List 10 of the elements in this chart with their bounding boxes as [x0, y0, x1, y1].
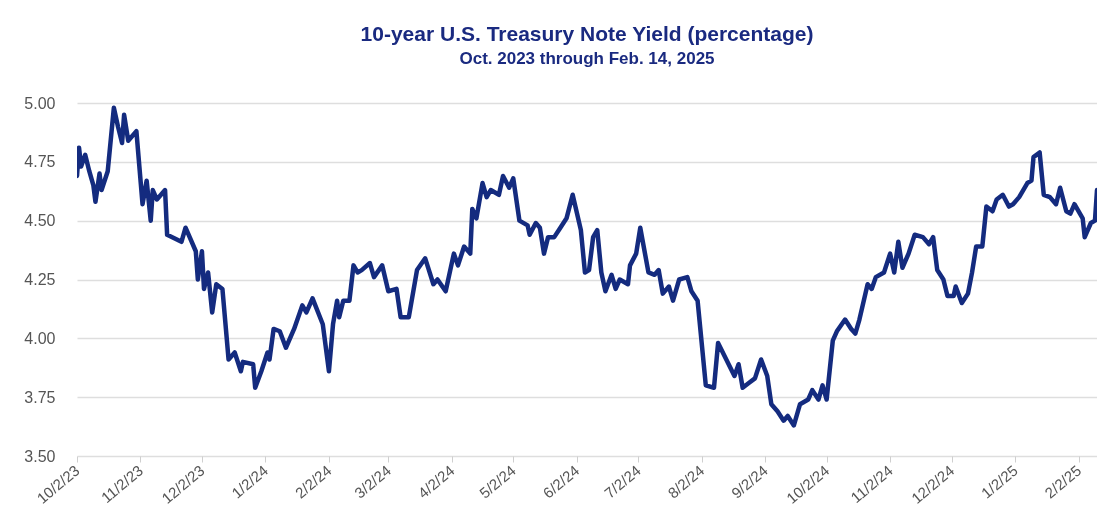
line-series	[77, 105, 1097, 428]
y-tick-label: 3.75	[24, 388, 56, 406]
y-tick-label: 5.00	[24, 94, 56, 112]
y-tick-label: 4.00	[24, 329, 56, 347]
y-tick-label: 4.25	[24, 271, 56, 288]
chart-title: 10-year U.S. Treasury Note Yield (percentage)	[360, 22, 814, 45]
y-tick-label: 3.50	[24, 447, 56, 465]
y-tick-label: 4.75	[24, 153, 56, 171]
y-tick-label: 4.50	[24, 212, 56, 230]
chart-subtitle: Oct. 2023 through Feb. 14, 2025	[459, 49, 715, 68]
